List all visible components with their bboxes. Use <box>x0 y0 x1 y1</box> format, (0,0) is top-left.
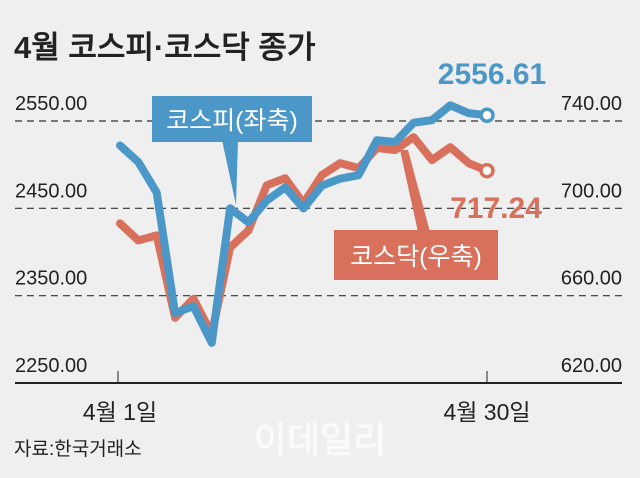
kosdaq-end-marker <box>479 162 495 179</box>
right-axis-tick-label: 700.00 <box>561 180 622 202</box>
x-tick-label: 4월 30일 <box>443 399 530 425</box>
kospi-last-value: 2556.61 <box>438 58 546 91</box>
right-axis-tick-label: 740.00 <box>561 93 622 115</box>
kosdaq-series-label: 코스닥(우축) <box>350 243 482 271</box>
kospi-series-label: 코스피(좌축) <box>166 107 298 135</box>
chart-title: 4월 코스피·코스닥 종가 <box>14 30 316 65</box>
kosdaq-last-value: 717.24 <box>450 192 542 225</box>
left-axis-tick-label: 2550.00 <box>15 93 87 115</box>
kospi-callout-pointer <box>222 140 238 205</box>
source-note: 자료:한국거래소 <box>14 438 142 460</box>
x-tick-label: 4월 1일 <box>83 399 157 425</box>
left-axis-tick-label: 2350.00 <box>15 268 87 290</box>
kospi-end-marker <box>479 107 495 123</box>
right-axis-tick-label: 660.00 <box>561 268 622 290</box>
left-axis-tick-label: 2450.00 <box>15 180 87 202</box>
kospi-callout-box <box>152 96 312 142</box>
left-axis-tick-label: 2250.00 <box>15 355 87 377</box>
kosdaq-callout-pointer <box>400 150 430 232</box>
watermark: 이데일리 <box>254 419 386 460</box>
kosdaq-callout-box <box>334 230 498 280</box>
right-axis-tick-label: 620.00 <box>561 355 622 377</box>
